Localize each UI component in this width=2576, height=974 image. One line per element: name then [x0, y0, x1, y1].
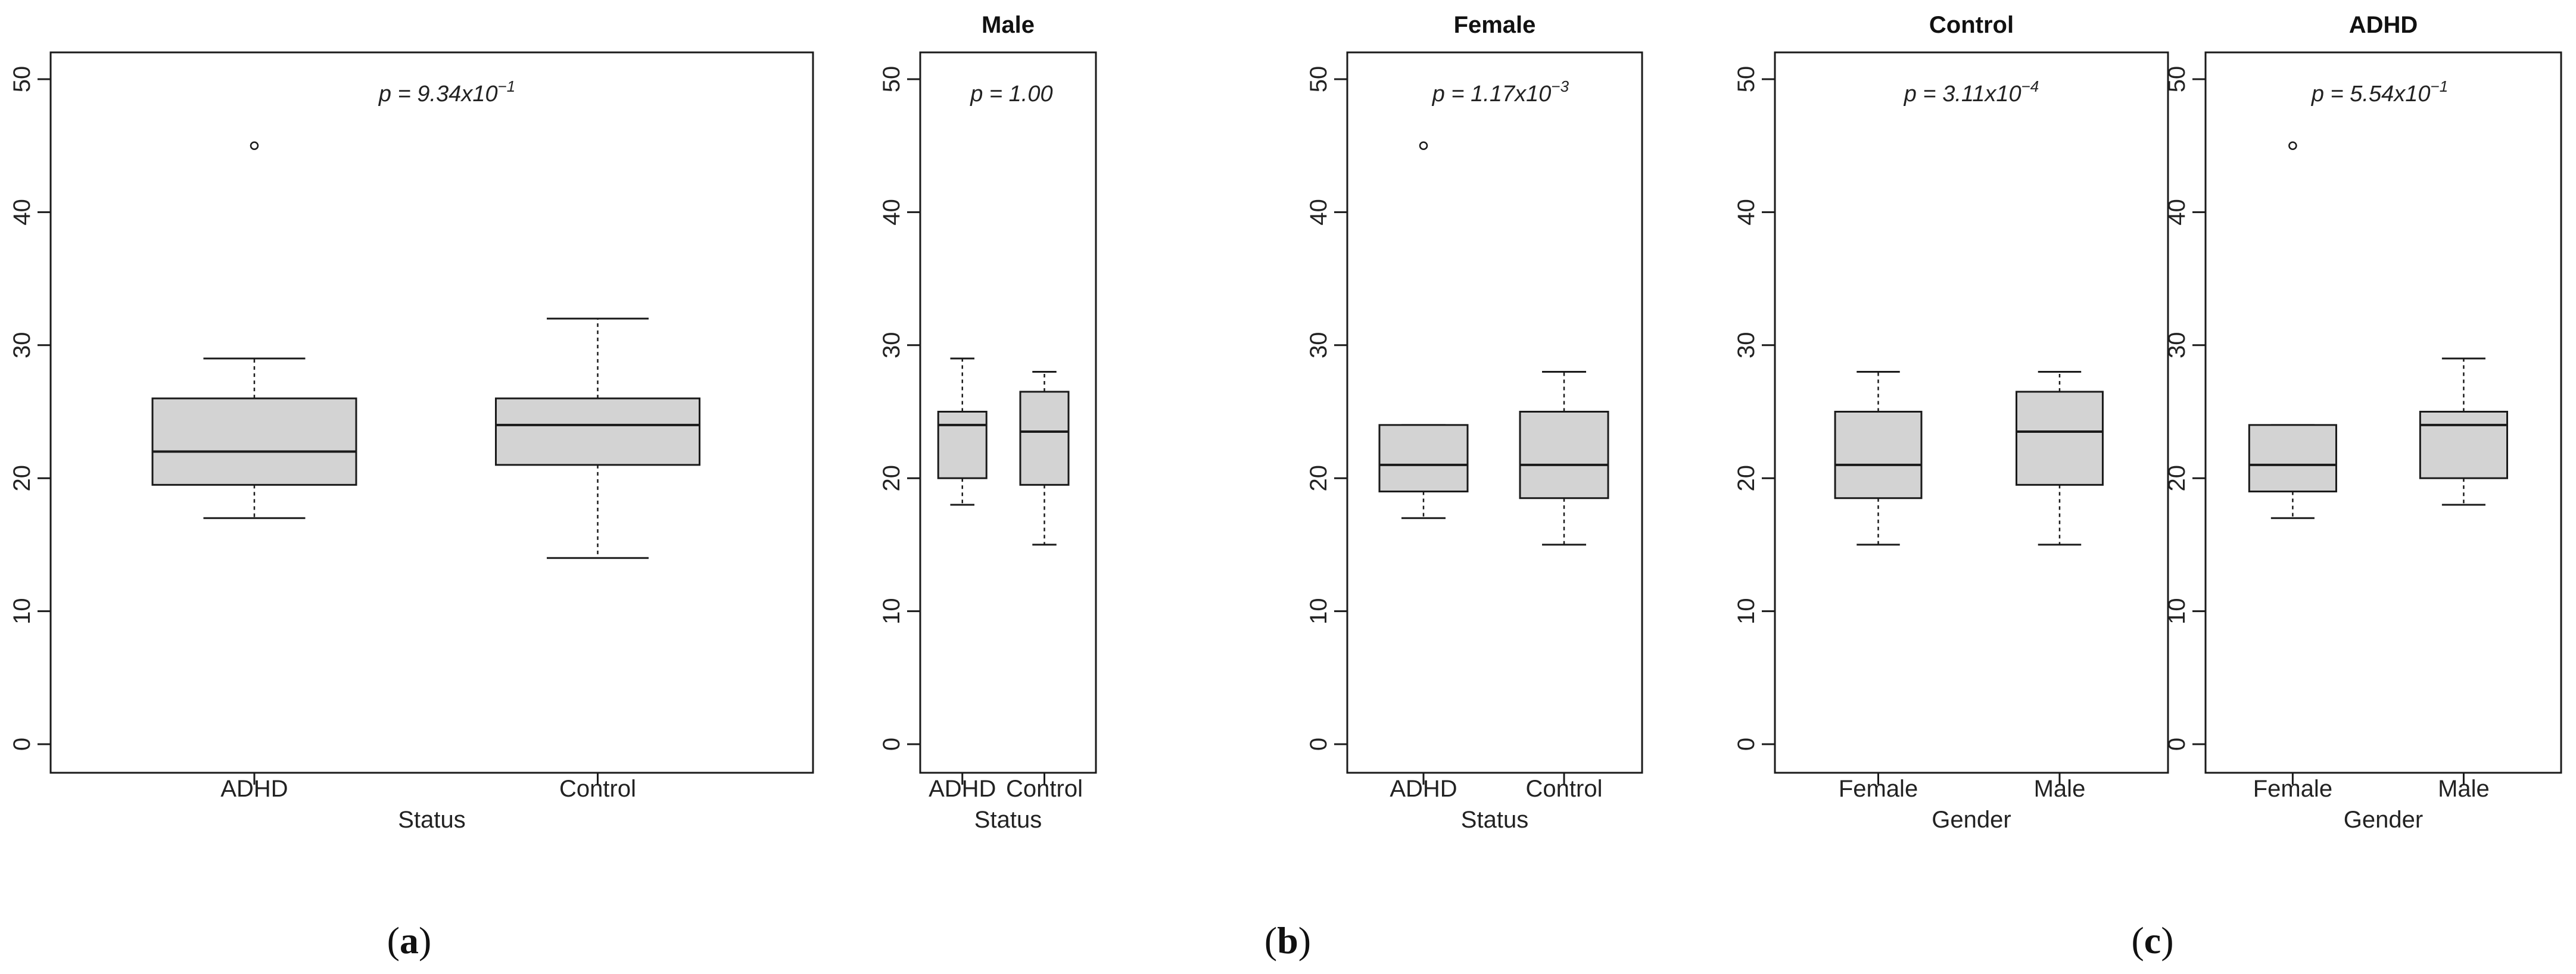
iqr-box [2016, 391, 2104, 486]
box-male [2016, 370, 2104, 546]
iqr-box [151, 397, 357, 486]
y-tick-label: 0 [1306, 738, 1332, 751]
panel-title: Male [982, 12, 1035, 38]
box-control [1519, 370, 1609, 546]
y-tick-label: 50 [879, 66, 905, 93]
x-axis-label: Status [1461, 807, 1528, 833]
plot-frame [1346, 51, 1643, 774]
x-tick-label: Male [2034, 776, 2086, 802]
y-tick-label: 20 [2164, 465, 2190, 492]
y-tick-label: 0 [9, 738, 35, 751]
y-tick-label: 10 [879, 598, 905, 625]
p-value-label: p = 3.11x10−4 [1904, 77, 2039, 107]
x-tick-label: ADHD [220, 776, 288, 802]
boxplot-panel-4: 0 10 20 30 40 50 Control p = 3.11x10−4 Female Mal… [1733, 12, 2169, 833]
panel-title: Female [1454, 12, 1536, 38]
iqr-box [1019, 391, 1070, 486]
y-tick-label: 50 [1733, 66, 1759, 93]
iqr-box [1834, 411, 1923, 500]
outlier-point [1419, 141, 1428, 150]
y-tick-label: 30 [1306, 332, 1332, 359]
y-tick-label: 0 [1733, 738, 1759, 751]
box-female [2248, 141, 2337, 519]
iqr-box [2419, 411, 2508, 479]
boxplot-panel-1: 0 10 20 30 40 50 p = 9.34x10−1 ADHD Control Statu… [9, 51, 814, 833]
plots-layer: 0 10 20 30 40 50 p = 9.34x10−1 ADHD Control Statu… [9, 12, 2562, 833]
panel-label-c: (c) [2131, 919, 2173, 961]
y-tick-label: 30 [2164, 332, 2190, 359]
x-tick-label: Female [1839, 776, 1918, 802]
y-tick-label: 10 [1733, 598, 1759, 625]
y-tick-label: 20 [9, 465, 35, 492]
iqr-box [1519, 411, 1609, 500]
iqr-box [2248, 424, 2337, 493]
box-adhd [937, 357, 988, 506]
panel-label-a: (a) [387, 919, 432, 961]
y-tick-label: 20 [1306, 465, 1332, 492]
x-tick-label: Female [2253, 776, 2332, 802]
p-value-label: p = 5.54x10−1 [2311, 77, 2448, 107]
y-tick-label: 10 [2164, 598, 2190, 625]
y-tick-label: 20 [1733, 465, 1759, 492]
panel-label-b: (b) [1264, 919, 1311, 961]
outlier-point [250, 141, 259, 150]
y-tick-label: 50 [9, 66, 35, 93]
iqr-box [937, 411, 988, 479]
p-value-label: p = 1.00 [970, 82, 1052, 107]
y-tick-label: 40 [879, 199, 905, 226]
x-axis-label: Status [398, 807, 465, 833]
y-tick-label: 30 [1733, 332, 1759, 359]
p-value-label: p = 1.17x10−3 [1432, 77, 1569, 107]
box-adhd [1378, 141, 1469, 519]
x-axis-label: Gender [2344, 807, 2423, 833]
plot-frame [1774, 51, 2169, 774]
box-control [495, 317, 701, 559]
y-tick-label: 30 [879, 332, 905, 359]
x-tick-label: ADHD [1390, 776, 1457, 802]
y-tick-label: 20 [879, 465, 905, 492]
x-axis-label: Gender [1932, 807, 2011, 833]
iqr-box [495, 397, 701, 466]
y-tick-label: 40 [2164, 199, 2190, 226]
x-axis-label: Status [974, 807, 1042, 833]
y-tick-label: 0 [879, 738, 905, 751]
y-tick-label: 10 [1306, 598, 1332, 625]
panel-title: Control [1929, 12, 2014, 38]
y-tick-label: 0 [2164, 738, 2190, 751]
x-tick-label: ADHD [929, 776, 996, 802]
y-tick-label: 40 [9, 199, 35, 226]
box-female [1834, 370, 1923, 546]
iqr-box [1378, 424, 1469, 493]
y-tick-label: 30 [9, 332, 35, 359]
boxplot-panel-3: 0 10 20 30 40 50 Female p = 1.17x10−3 ADHD Contro… [1306, 12, 1643, 833]
y-tick-label: 40 [1733, 199, 1759, 226]
box-adhd [151, 141, 357, 519]
p-value-label: p = 9.34x10−1 [378, 77, 515, 107]
y-tick-label: 10 [9, 598, 35, 625]
plot-frame [49, 51, 814, 774]
plot-frame [919, 51, 1097, 774]
plot-frame [2204, 51, 2562, 774]
panel-title: ADHD [2349, 12, 2418, 38]
x-tick-label: Control [559, 776, 636, 802]
boxplot-panel-5: 0 10 20 30 40 50 ADHD p = 5.54x10−1 Female Male Ge… [2164, 12, 2562, 833]
box-control [1019, 370, 1070, 546]
y-tick-label: 50 [1306, 66, 1332, 93]
box-male [2419, 357, 2508, 506]
x-tick-label: Control [1526, 776, 1603, 802]
y-tick-label: 50 [2164, 66, 2190, 93]
y-tick-label: 40 [1306, 199, 1332, 226]
x-tick-label: Control [1006, 776, 1083, 802]
boxplot-panel-2: 0 10 20 30 40 50 Male p = 1.00 ADHD Control Status [879, 12, 1097, 833]
outlier-point [2288, 141, 2297, 150]
x-tick-label: Male [2438, 776, 2490, 802]
